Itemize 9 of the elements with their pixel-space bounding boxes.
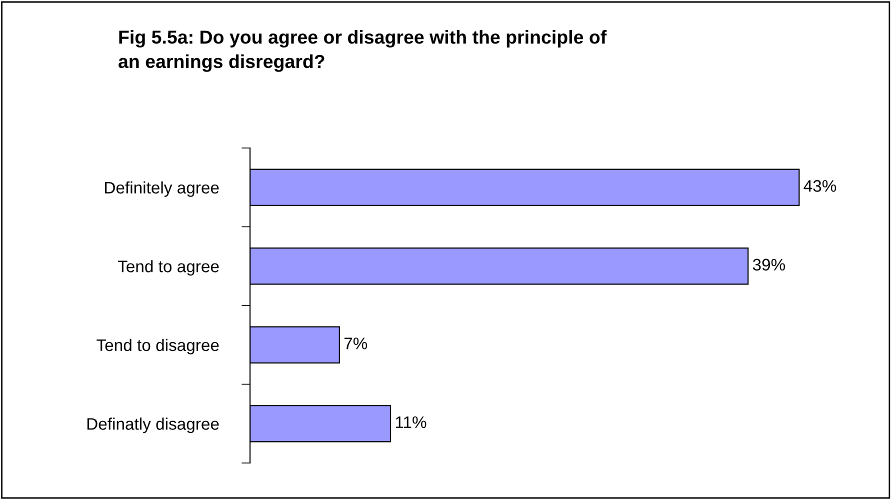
data-label: 39% xyxy=(752,258,785,271)
y-tick-label: Definitely agree xyxy=(105,181,219,197)
y-tick-label: Tend to agree xyxy=(118,260,219,276)
chart-title: Fig 5.5a: Do you agree or disagree with the principle of an earnings disregard? xyxy=(118,30,607,72)
data-label: 11% xyxy=(396,416,426,428)
data-label: 43% xyxy=(804,180,836,192)
y-tick-label: Definatly disagree xyxy=(87,418,219,434)
data-label: 7% xyxy=(344,338,368,350)
y-tick-label: Tend to disagree xyxy=(96,338,219,354)
